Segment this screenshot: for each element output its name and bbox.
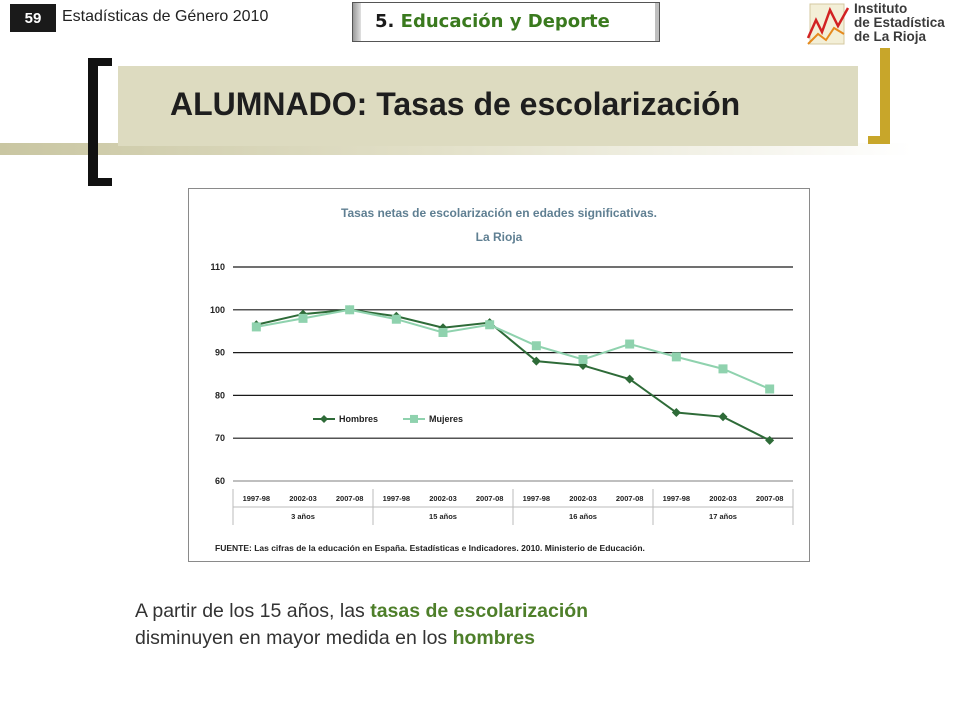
slide-title: ALUMNADO: Tasas de escolarización [170, 86, 741, 122]
x-tick-label: 2002-03 [289, 494, 317, 503]
logo-line-3: de La Rioja [854, 29, 927, 44]
data-point-mujeres [298, 313, 308, 323]
y-tick-label: 60 [215, 476, 225, 486]
chart-source: FUENTE: Las cifras de la educación en Es… [215, 543, 645, 553]
x-tick-label: 2007-08 [336, 494, 364, 503]
publication-title: Estadísticas de Género 2010 [62, 8, 269, 25]
data-point-mujeres [625, 339, 635, 349]
x-group-label: 15 años [429, 512, 457, 521]
data-point-mujeres [391, 314, 401, 324]
x-tick-label: 2007-08 [476, 494, 504, 503]
y-tick-label: 90 [215, 348, 225, 358]
y-tick-label: 110 [210, 262, 225, 272]
x-group-label: 17 años [709, 512, 737, 521]
data-point-mujeres [671, 352, 681, 362]
page-number: 59 [10, 4, 56, 32]
x-tick-label: 1997-98 [243, 494, 271, 503]
data-point-mujeres [718, 364, 728, 374]
caption-emphasis-men: hombres [452, 627, 535, 649]
data-point-hombres [765, 435, 775, 445]
logo-chart-icon [806, 3, 850, 45]
x-tick-label: 2007-08 [616, 494, 644, 503]
data-point-mujeres [251, 322, 261, 332]
caption: A partir de los 15 años, las tasas de es… [135, 598, 588, 652]
left-bracket [88, 58, 112, 186]
caption-text-2: disminuyen en mayor medida en los [135, 627, 453, 649]
chart-title: Tasas netas de escolarización en edades … [341, 206, 657, 220]
series-line-hombres [256, 308, 771, 442]
x-tick-label: 2007-08 [756, 494, 784, 503]
x-tick-label: 2002-03 [709, 494, 737, 503]
section-label: 5. Educación y Deporte [375, 11, 610, 32]
logo-line-1: Instituto [854, 1, 908, 16]
section-tab: 5. Educación y Deporte [352, 2, 660, 42]
legend-label-mujeres: Mujeres [429, 414, 463, 424]
x-tick-label: 1997-98 [523, 494, 551, 503]
data-point-mujeres [485, 320, 495, 330]
section-tab-shade [353, 3, 361, 41]
legend-marker-hombres [320, 414, 328, 423]
legend-label-hombres: Hombres [339, 414, 378, 424]
y-tick-label: 70 [215, 433, 225, 443]
y-tick-label: 80 [215, 390, 225, 400]
data-point-mujeres [578, 354, 588, 364]
title-box [118, 66, 858, 146]
x-tick-label: 1997-98 [663, 494, 691, 503]
data-point-mujeres [531, 341, 541, 351]
x-tick-label: 2002-03 [569, 494, 597, 503]
caption-emphasis-rates: tasas de escolarización [370, 600, 589, 622]
x-tick-label: 1997-98 [383, 494, 411, 503]
series-line-mujeres [256, 308, 771, 390]
data-point-hombres [531, 356, 541, 366]
x-group-label: 3 años [291, 512, 315, 521]
right-bracket [868, 48, 890, 144]
y-tick-label: 100 [210, 305, 225, 315]
legend-marker-mujeres [410, 414, 418, 423]
data-point-hombres [625, 374, 635, 384]
data-point-mujeres [345, 305, 355, 315]
x-group-label: 16 años [569, 512, 597, 521]
data-point-hombres [671, 408, 681, 418]
section-title: Educación y Deporte [400, 11, 610, 32]
title-band [0, 143, 960, 155]
caption-text-1: A partir de los 15 años, las [135, 600, 371, 622]
line-chart: Tasas netas de escolarización en edades … [210, 206, 794, 553]
data-point-mujeres [438, 327, 448, 337]
data-point-hombres [718, 412, 728, 422]
x-tick-label: 2002-03 [429, 494, 457, 503]
institute-logo: Instituto de Estadística de La Rioja [804, 0, 956, 48]
logo-text: Instituto de Estadística de La Rioja [854, 2, 945, 44]
data-point-mujeres [765, 384, 775, 394]
chart-subtitle: La Rioja [476, 230, 523, 244]
logo-line-2: de Estadística [854, 15, 945, 30]
section-number: 5. [375, 11, 395, 32]
chart-frame: Tasas netas de escolarización en edades … [188, 188, 810, 562]
